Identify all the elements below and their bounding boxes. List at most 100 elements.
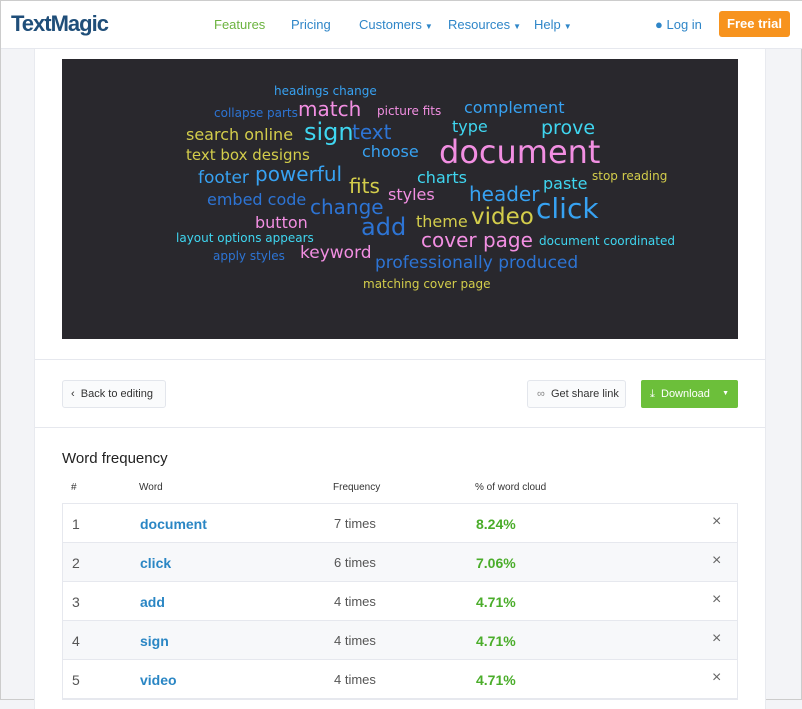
- caret-down-icon[interactable]: ▼: [722, 390, 729, 397]
- row-number: 2: [72, 555, 80, 571]
- cloud-word: keyword: [300, 243, 372, 263]
- row-word[interactable]: video: [140, 672, 177, 688]
- row-frequency: 4 times: [334, 672, 376, 687]
- table-row: 2 click 6 times 7.06% ×: [63, 543, 737, 582]
- remove-word-icon[interactable]: ×: [712, 552, 722, 569]
- nav-label: Customers: [359, 17, 422, 32]
- login-link[interactable]: ● Log in: [655, 17, 702, 32]
- col-number: #: [71, 482, 77, 493]
- cloud-word: theme: [416, 212, 468, 231]
- row-number: 1: [72, 516, 80, 532]
- nav-pricing[interactable]: Pricing: [291, 17, 331, 32]
- cloud-word: apply styles: [213, 249, 285, 263]
- divider: [35, 359, 765, 360]
- chevron-left-icon: ‹: [71, 388, 75, 400]
- cloud-word: type: [452, 117, 488, 136]
- nav-resources[interactable]: Resources ▼: [448, 17, 521, 32]
- textmagic-logo[interactable]: TextMagic: [11, 11, 109, 36]
- remove-word-icon[interactable]: ×: [712, 630, 722, 647]
- remove-word-icon[interactable]: ×: [712, 591, 722, 608]
- cloud-word: matching cover page: [363, 277, 491, 291]
- row-number: 3: [72, 594, 80, 610]
- cloud-word: prove: [541, 117, 596, 139]
- row-percent: 4.71%: [476, 633, 516, 649]
- row-percent: 7.06%: [476, 555, 516, 571]
- cloud-word: footer: [198, 168, 249, 188]
- row-percent: 8.24%: [476, 516, 516, 532]
- remove-word-icon[interactable]: ×: [712, 513, 722, 530]
- cloud-word: cover page: [421, 228, 533, 252]
- cloud-word: text: [352, 120, 392, 144]
- row-word[interactable]: sign: [140, 633, 169, 649]
- cloud-word: powerful: [255, 162, 343, 186]
- cloud-word: change: [310, 195, 384, 219]
- row-frequency: 4 times: [334, 633, 376, 648]
- nav-label: Help: [534, 17, 561, 32]
- cloud-word: embed code: [207, 190, 307, 209]
- cloud-word: match: [298, 97, 362, 121]
- back-label: Back to editing: [80, 388, 153, 400]
- link-icon: ∞: [537, 388, 545, 400]
- cloud-word: document coordinated: [539, 234, 675, 248]
- cloud-word: picture fits: [377, 104, 442, 118]
- cloud-word: complement: [464, 98, 565, 117]
- cloud-word: add: [361, 213, 407, 241]
- row-frequency: 7 times: [334, 516, 376, 531]
- cloud-word: header: [469, 182, 540, 206]
- download-icon: ⤓: [650, 388, 655, 400]
- col-percent: % of word cloud: [475, 482, 547, 493]
- row-word[interactable]: add: [140, 594, 165, 610]
- nav-customers[interactable]: Customers ▼: [359, 17, 433, 32]
- cloud-word: stop reading: [592, 169, 668, 183]
- row-number: 5: [72, 672, 80, 688]
- download-label: Download: [661, 388, 710, 400]
- download-button[interactable]: ⤓ Download ▼: [641, 380, 738, 408]
- remove-word-icon[interactable]: ×: [712, 669, 722, 686]
- table-row: 3 add 4 times 4.71% ×: [63, 582, 737, 621]
- nav-label: Pricing: [291, 17, 331, 32]
- back-to-editing-button[interactable]: ‹ Back to editing: [62, 380, 166, 408]
- nav-label: Resources: [448, 17, 511, 32]
- share-label: Get share link: [550, 388, 619, 400]
- word-frequency-table: 1 document 7 times 8.24% × 2 click 6 times 7.06%…: [62, 503, 738, 700]
- row-word[interactable]: click: [140, 555, 172, 571]
- caret-down-icon: ▼: [513, 22, 522, 31]
- cloud-word: text box designs: [186, 146, 310, 164]
- cloud-word: layout options appears: [176, 231, 314, 245]
- word-frequency-title: Word frequency: [62, 450, 168, 467]
- cloud-word: styles: [388, 185, 435, 204]
- table-row: 1 document 7 times 8.24% ×: [63, 504, 737, 543]
- cloud-word: paste: [543, 174, 588, 193]
- row-frequency: 4 times: [334, 594, 376, 609]
- cloud-word: fits: [349, 174, 380, 198]
- row-percent: 4.71%: [476, 672, 516, 688]
- cloud-word: headings change: [274, 84, 377, 98]
- cloud-word: click: [536, 192, 599, 225]
- col-word: Word: [139, 482, 163, 493]
- cloud-word: collapse parts: [214, 106, 298, 120]
- cloud-word: video: [471, 204, 534, 230]
- nav-help[interactable]: Help ▼: [534, 17, 572, 32]
- nav-label: Features: [214, 17, 266, 32]
- caret-down-icon: ▼: [424, 22, 433, 31]
- caret-down-icon: ▼: [563, 22, 572, 31]
- cloud-word: document: [439, 133, 601, 171]
- cloud-word: choose: [362, 142, 419, 161]
- cloud-word: sign: [304, 118, 354, 146]
- row-frequency: 6 times: [334, 555, 376, 570]
- cloud-word: charts: [417, 168, 467, 187]
- row-word[interactable]: document: [140, 516, 207, 532]
- login-label: Log in: [666, 17, 702, 32]
- table-row: 4 sign 4 times 4.71% ×: [63, 621, 737, 660]
- row-number: 4: [72, 633, 80, 649]
- cloud-word: search online: [186, 125, 294, 144]
- cloud-word: professionally produced: [375, 253, 579, 273]
- user-circle-icon: ●: [655, 17, 663, 32]
- nav-features[interactable]: Features: [214, 17, 265, 32]
- table-row: 5 video 4 times 4.71% ×: [63, 660, 737, 699]
- free-trial-button[interactable]: Free trial: [719, 11, 790, 37]
- cloud-word: button: [255, 213, 308, 232]
- get-share-link-button[interactable]: ∞ Get share link: [527, 380, 626, 408]
- word-cloud-image: headings change collapse parts match pictur…: [62, 59, 738, 339]
- row-percent: 4.71%: [476, 594, 516, 610]
